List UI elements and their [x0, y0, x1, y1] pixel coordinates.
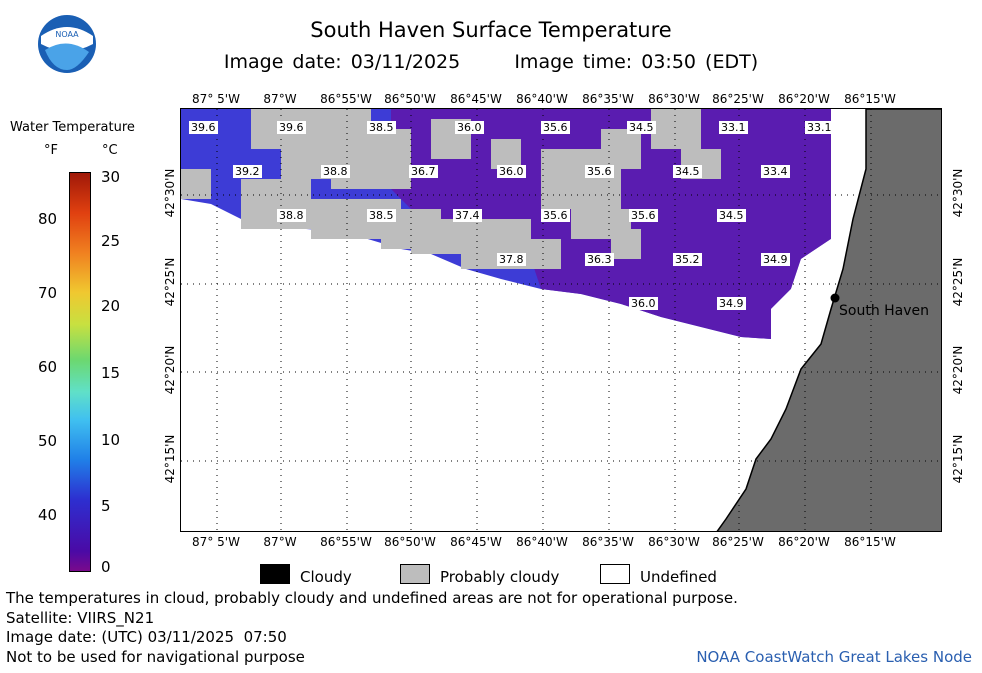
- temperature-value-label: 34.5: [673, 165, 702, 178]
- fahrenheit-tick-label: 70: [38, 284, 58, 302]
- key-probably-cloudy-label: Probably cloudy: [440, 568, 560, 586]
- longitude-label: 86°20'W: [778, 535, 830, 549]
- celsius-tick-label: 15: [101, 364, 121, 382]
- longitude-label: 86°20'W: [778, 92, 830, 106]
- fahrenheit-tick-label: 50: [38, 432, 58, 450]
- temperature-value-label: 34.9: [717, 297, 746, 310]
- celsius-tick-label: 10: [101, 431, 121, 449]
- map-svg: [181, 109, 941, 531]
- fahrenheit-tick-label: 40: [38, 506, 58, 524]
- longitude-label: 87°W: [263, 535, 297, 549]
- temperature-value-label: 34.9: [761, 253, 790, 266]
- land-area: [716, 109, 941, 531]
- temperature-value-label: 36.7: [409, 165, 438, 178]
- longitude-label: 87°W: [263, 92, 297, 106]
- page-title: South Haven Surface Temperature: [310, 18, 672, 42]
- temperature-value-label: 38.8: [277, 209, 306, 222]
- latitude-label: 42°20'N: [951, 345, 965, 395]
- temperature-colorbar: [69, 172, 91, 572]
- temperature-value-label: 38.8: [321, 165, 350, 178]
- key-undefined-label: Undefined: [640, 568, 717, 586]
- temperature-value-label: 38.5: [367, 209, 396, 222]
- celsius-tick-label: 25: [101, 232, 121, 250]
- temperature-value-label: 34.5: [627, 121, 656, 134]
- svg-text:NOAA: NOAA: [55, 30, 79, 39]
- unit-celsius: °C: [102, 143, 118, 158]
- latitude-label: 42°15'N: [951, 434, 965, 484]
- longitude-label: 86°50'W: [384, 535, 436, 549]
- temperature-value-label: 37.8: [497, 253, 526, 266]
- longitude-label: 86°25'W: [712, 92, 764, 106]
- fahrenheit-tick-label: 60: [38, 358, 58, 376]
- longitude-label: 86°50'W: [384, 92, 436, 106]
- temperature-value-label: 37.4: [453, 209, 482, 222]
- utc-date-text: Image date: (UTC) 03/11/2025 07:50: [6, 628, 287, 646]
- temperature-value-label: 39.2: [233, 165, 262, 178]
- longitude-label: 86°55'W: [320, 92, 372, 106]
- longitude-label: 87° 5'W: [192, 535, 240, 549]
- city-marker: [830, 293, 840, 303]
- longitude-label: 86°30'W: [648, 92, 700, 106]
- longitude-label: 86°40'W: [516, 535, 568, 549]
- fahrenheit-tick-label: 80: [38, 210, 58, 228]
- temperature-value-label: 39.6: [189, 121, 218, 134]
- image-time: Image time: 03:50 (EDT): [514, 51, 759, 73]
- temperature-value-label: 39.6: [277, 121, 306, 134]
- longitude-label: 86°25'W: [712, 535, 764, 549]
- temperature-value-label: 36.0: [629, 297, 658, 310]
- longitude-label: 86°45'W: [450, 535, 502, 549]
- unit-fahrenheit: °F: [44, 143, 58, 158]
- map-grid: [181, 109, 941, 531]
- temperature-value-label: 33.1: [719, 121, 748, 134]
- latitude-label: 42°15'N: [163, 434, 177, 484]
- temperature-map: South Haven 39.6 39.6 38.5 36.0 35.6 34.5 33.1…: [180, 108, 942, 532]
- temperature-value-label: 36.0: [497, 165, 526, 178]
- temperature-value-label: 36.0: [455, 121, 484, 134]
- noaa-logo: NOAA: [37, 14, 97, 74]
- key-undefined-swatch: [600, 564, 630, 584]
- longitude-label: 86°15'W: [844, 92, 896, 106]
- image-datetime: Image date: 03/11/2025 Image time: 03:50…: [0, 51, 982, 73]
- latitude-label: 42°25'N: [163, 257, 177, 307]
- temperature-value-label: 35.6: [629, 209, 658, 222]
- cloud-patches: [181, 109, 721, 269]
- credit-text: NOAA CoastWatch Great Lakes Node: [696, 648, 972, 666]
- celsius-tick-label: 0: [101, 558, 111, 576]
- satellite-text: Satellite: VIIRS_N21: [6, 609, 155, 627]
- longitude-label: 86°30'W: [648, 535, 700, 549]
- temperature-value-label: 35.6: [585, 165, 614, 178]
- disclaimer-text: The temperatures in cloud, probably clou…: [6, 589, 738, 607]
- undefined-area: [771, 109, 866, 344]
- temperature-value-label: 35.6: [541, 121, 570, 134]
- temperature-value-label: 34.5: [717, 209, 746, 222]
- temperature-value-label: 33.1: [805, 121, 834, 134]
- latitude-label: 42°25'N: [951, 257, 965, 307]
- key-probably-cloudy-swatch: [400, 564, 430, 584]
- legend-title: Water Temperature: [10, 120, 135, 135]
- temperature-value-label: 36.3: [585, 253, 614, 266]
- temperature-value-label: 38.5: [367, 121, 396, 134]
- longitude-label: 86°35'W: [582, 535, 634, 549]
- key-cloudy-swatch: [260, 564, 290, 584]
- latitude-label: 42°30'N: [951, 168, 965, 218]
- longitude-label: 86°15'W: [844, 535, 896, 549]
- city-label-south-haven: South Haven: [839, 303, 930, 319]
- longitude-label: 87° 5'W: [192, 92, 240, 106]
- key-cloudy-label: Cloudy: [300, 568, 352, 586]
- celsius-tick-label: 5: [101, 497, 111, 515]
- longitude-label: 86°45'W: [450, 92, 502, 106]
- latitude-label: 42°20'N: [163, 345, 177, 395]
- temperature-value-label: 35.6: [541, 209, 570, 222]
- celsius-tick-label: 20: [101, 297, 121, 315]
- longitude-label: 86°40'W: [516, 92, 568, 106]
- image-date: Image date: 03/11/2025: [223, 51, 461, 73]
- temperature-value-label: 33.4: [761, 165, 790, 178]
- longitude-label: 86°35'W: [582, 92, 634, 106]
- longitude-label: 86°55'W: [320, 535, 372, 549]
- temperature-value-label: 35.2: [673, 253, 702, 266]
- celsius-tick-label: 30: [101, 168, 121, 186]
- latitude-label: 42°30'N: [163, 168, 177, 218]
- navigation-warning: Not to be used for navigational purpose: [6, 648, 305, 666]
